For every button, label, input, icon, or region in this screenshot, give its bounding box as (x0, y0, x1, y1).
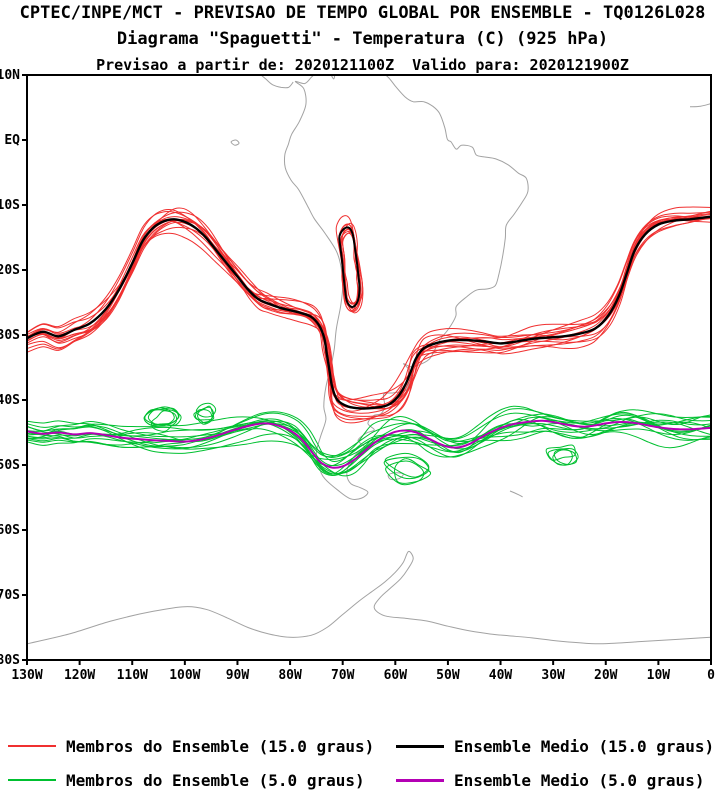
x-tick-label-0: 0 (707, 668, 715, 683)
green-line-swatch (8, 779, 56, 781)
contour-mean5 (27, 419, 711, 469)
members-5-loop-a (143, 406, 182, 432)
legend-label: Membros do Ensemble (5.0 graus) (66, 770, 365, 790)
coastline-africa-guinea-coast (689, 103, 711, 108)
chart-title-main: CPTEC/INPE/MCT - PREVISAO DE TEMPO GLOBA… (19, 3, 706, 23)
x-tick-label-130W: 130W (11, 668, 42, 683)
y-tick-label-70S: 70S (0, 588, 20, 603)
legend-item-members-5: Membros do Ensemble (5.0 graus) (8, 770, 365, 790)
coastline-antarctica (27, 550, 711, 645)
x-tick-label-80W: 80W (278, 668, 302, 683)
y-tick-label-EQ: EQ (4, 133, 20, 148)
coastline-central-america (260, 75, 294, 89)
y-tick-label-10N: 10N (0, 68, 20, 83)
y-tick-label-20S: 20S (0, 263, 20, 278)
legend-label: Ensemble Medio (15.0 graus) (454, 736, 715, 756)
coastline-south-georgia (509, 490, 523, 498)
x-tick-label-30W: 30W (541, 668, 565, 683)
coastline-galapagos (230, 139, 240, 146)
x-tick-label-90W: 90W (226, 668, 250, 683)
legend-item-mean-5: Ensemble Medio (5.0 graus) (396, 770, 705, 790)
x-tick-label-70W: 70W (331, 668, 355, 683)
contour-andes_loop15 (338, 226, 361, 309)
contour-mean15 (27, 215, 711, 410)
black-line-swatch (396, 744, 444, 748)
coastline-falklands (387, 472, 404, 481)
members-5-loop-d (383, 452, 432, 486)
legend-item-members-15: Membros do Ensemble (15.0 graus) (8, 736, 375, 756)
x-tick-label-120W: 120W (64, 668, 95, 683)
coastline-south-america (283, 75, 529, 500)
y-tick-label-80S: 80S (0, 653, 20, 668)
legend-item-mean-15: Ensemble Medio (15.0 graus) (396, 736, 715, 756)
x-tick-label-10W: 10W (647, 668, 671, 683)
plot-frame (26, 74, 712, 661)
map-layers (27, 75, 711, 645)
members-5-loop-b (193, 402, 217, 425)
x-tick-label-20W: 20W (594, 668, 618, 683)
chart-title-dates: Previsao a partir de: 2020121100Z Valido… (96, 56, 629, 74)
y-tick-label-10S: 10S (0, 198, 20, 213)
x-tick-label-50W: 50W (436, 668, 460, 683)
y-tick-label-50S: 50S (0, 458, 20, 473)
red-line-swatch (8, 745, 56, 747)
y-tick-label-60S: 60S (0, 523, 20, 538)
magenta-line-swatch (396, 778, 444, 782)
x-tick-label-40W: 40W (489, 668, 513, 683)
x-tick-label-60W: 60W (384, 668, 408, 683)
x-tick-label-110W: 110W (117, 668, 148, 683)
legend-label: Membros do Ensemble (15.0 graus) (66, 736, 375, 756)
y-tick-label-40S: 40S (0, 393, 20, 408)
chart-title-sub: Diagrama "Spaguetti" - Temperatura (C) (… (116, 29, 609, 49)
members-5-loop-c (545, 444, 579, 466)
x-tick-label-100W: 100W (169, 668, 200, 683)
legend-label: Ensemble Medio (5.0 graus) (454, 770, 705, 790)
y-tick-label-30S: 30S (0, 328, 20, 343)
